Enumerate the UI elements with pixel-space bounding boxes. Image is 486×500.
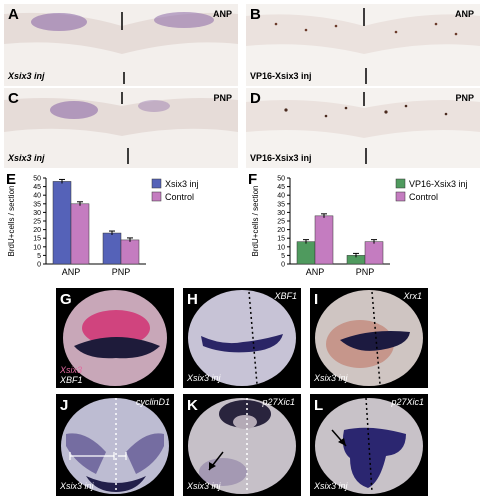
injection-label-a: Xsix3 inj	[8, 71, 45, 81]
injection-label-i: Xsix3 inj	[314, 373, 348, 383]
y-tick-label: 45	[277, 184, 285, 191]
y-tick-label: 0	[37, 262, 41, 269]
bar	[364, 241, 384, 265]
panel-letter-j: J	[60, 397, 69, 414]
x-tick-label: PNP	[356, 267, 375, 277]
embryo-image-h	[188, 290, 296, 386]
panel-letter-g: G	[60, 291, 72, 308]
bar	[52, 181, 72, 265]
x-tick-label: ANP	[62, 267, 81, 277]
panel-k: K p27Xic1 Xsix3 inj	[183, 394, 301, 496]
panel-j: J cyclinD1 Xsix3 inj	[56, 394, 174, 496]
legend-label: Xsix3 inj	[165, 179, 199, 189]
panel-h: H XBF1 Xsix3 inj	[183, 288, 301, 388]
injection-label-c: Xsix3 inj	[8, 153, 45, 163]
embryo-image-j	[61, 398, 169, 494]
embryo-image-g	[63, 290, 167, 386]
y-tick-label: 25	[277, 219, 285, 226]
legend-swatch	[151, 178, 162, 189]
section-image-d	[246, 92, 480, 164]
y-tick-label: 50	[277, 176, 285, 183]
injection-label-k: Xsix3 inj	[187, 481, 221, 491]
marker-label-k: p27Xic1	[262, 397, 295, 407]
y-tick-label: 35	[277, 201, 285, 208]
marker-label-g-top: Xsix3	[60, 365, 83, 375]
region-label-d: PNP	[455, 93, 474, 103]
region-label-a: ANP	[212, 9, 232, 19]
y-tick-label: 0	[281, 262, 285, 269]
injection-label-d: VP16-Xsix3 inj	[250, 153, 312, 163]
y-tick-label: 30	[33, 210, 41, 217]
y-tick-label: 40	[33, 193, 41, 200]
bar	[296, 241, 316, 265]
panel-letter-h: H	[187, 291, 198, 308]
panel-b: B ANP VP16-Xsix3 inj	[246, 4, 480, 86]
panel-letter-c: C	[8, 90, 19, 107]
panel-g: G Xsix3 XBF1	[56, 288, 174, 388]
embryo-image-k	[188, 398, 296, 494]
y-tick-label: 10	[33, 244, 41, 251]
embryo-image-i	[315, 290, 423, 386]
region-label-c: PNP	[213, 93, 232, 103]
y-tick-label: 15	[277, 236, 285, 243]
chart-e: E BrdU+cells / section 0 5 10 15 20 25 30 35 40 45…	[0, 170, 242, 282]
chart-letter-f: F	[248, 171, 258, 188]
y-tick-label: 10	[277, 244, 285, 251]
legend-label: VP16-Xsix3 inj	[409, 179, 468, 189]
chart-f: F BrdU+cells / section 0 5 10 15 20 25 30 35 40 45…	[244, 170, 486, 282]
y-tick-label: 15	[33, 236, 41, 243]
bar	[70, 203, 90, 265]
y-tick-label: 5	[281, 253, 285, 260]
injection-label-h: Xsix3 inj	[187, 373, 221, 383]
x-tick-label: ANP	[306, 267, 325, 277]
marker-label-l: p27Xic1	[391, 397, 424, 407]
panel-letter-b: B	[250, 6, 261, 23]
y-tick-label: 40	[277, 193, 285, 200]
marker-label-g-bottom: XBF1	[60, 375, 83, 385]
panel-letter-l: L	[314, 397, 324, 414]
embryo-image-l	[315, 397, 423, 494]
y-tick-label: 30	[277, 210, 285, 217]
panel-letter-i: I	[314, 291, 319, 308]
marker-label-i: Xrx1	[403, 291, 422, 301]
x-tick-label: PNP	[112, 267, 131, 277]
panel-i: I Xrx1 Xsix3 inj	[310, 288, 428, 388]
y-axis-label: BrdU+cells / section	[251, 186, 260, 257]
y-tick-label: 20	[33, 227, 41, 234]
injection-label-j: Xsix3 inj	[60, 481, 94, 491]
panel-l: L p27Xic1 Xsix3 inj	[310, 394, 428, 496]
y-tick-label: 5	[37, 253, 41, 260]
panel-d: D PNP VP16-Xsix3 inj	[246, 88, 480, 168]
y-axis-label: BrdU+cells / section	[7, 186, 16, 257]
panel-c: C PNP Xsix3 inj	[4, 88, 238, 168]
section-image-b	[246, 8, 480, 84]
legend-swatch	[151, 191, 162, 202]
panel-letter-a: A	[8, 6, 19, 23]
injection-label-b: VP16-Xsix3 inj	[250, 71, 312, 81]
marker-label-j: cyclinD1	[135, 397, 170, 407]
y-tick-label: 35	[33, 201, 41, 208]
panel-a: A ANP Xsix3 inj	[4, 4, 238, 86]
legend-label: Control	[409, 192, 438, 202]
bar	[314, 215, 334, 265]
y-tick-label: 20	[277, 227, 285, 234]
marker-label-h: XBF1	[274, 291, 297, 301]
bar	[102, 232, 122, 265]
y-tick-label: 50	[33, 176, 41, 183]
section-image-c	[4, 92, 238, 164]
panel-letter-d: D	[250, 90, 261, 107]
bar	[120, 239, 140, 265]
y-tick-label: 25	[33, 219, 41, 226]
panel-letter-k: K	[187, 397, 198, 414]
legend-label: Control	[165, 192, 194, 202]
injection-label-l: Xsix3 inj	[314, 481, 348, 491]
y-tick-label: 45	[33, 184, 41, 191]
region-label-b: ANP	[454, 9, 474, 19]
chart-letter-e: E	[6, 171, 17, 188]
section-image-a	[4, 12, 238, 84]
legend-swatch	[395, 191, 406, 202]
legend-swatch	[395, 178, 406, 189]
